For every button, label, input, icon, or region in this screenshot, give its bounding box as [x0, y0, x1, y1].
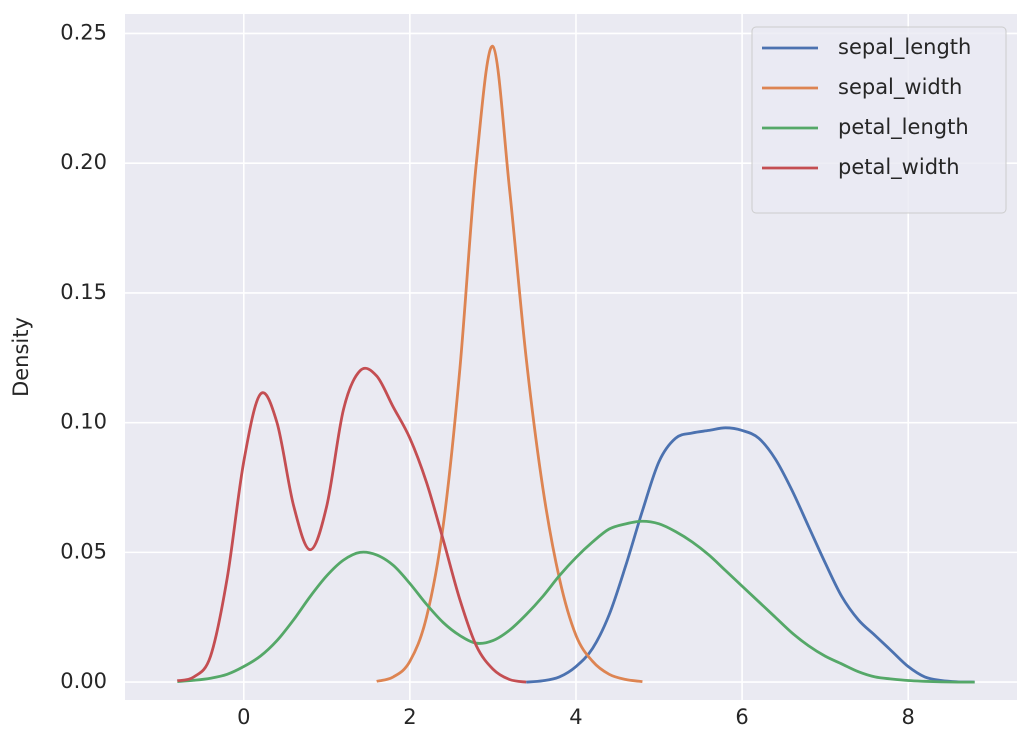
legend-label: sepal_length — [838, 35, 971, 60]
legend-label: petal_length — [838, 115, 969, 140]
y-tick-label: 0.10 — [60, 410, 107, 434]
legend-label: sepal_width — [838, 75, 962, 100]
y-tick-label: 0.25 — [60, 20, 107, 44]
y-tick-label: 0.15 — [60, 280, 107, 304]
x-tick-label: 4 — [569, 705, 582, 729]
x-tick-label: 0 — [237, 705, 250, 729]
y-axis-label: Density — [9, 317, 33, 397]
legend-label: petal_width — [838, 155, 960, 180]
y-tick-label: 0.05 — [60, 539, 107, 563]
density-line — [526, 426, 975, 684]
legend-box — [751, 26, 1007, 214]
density-line — [177, 519, 975, 684]
y-tick-label: 0.20 — [60, 150, 107, 174]
x-tick-label: 2 — [403, 705, 416, 729]
y-tick-label: 0.00 — [60, 669, 107, 693]
x-tick-label: 6 — [735, 705, 748, 729]
density-line — [177, 366, 527, 684]
x-tick-label: 8 — [902, 705, 915, 729]
